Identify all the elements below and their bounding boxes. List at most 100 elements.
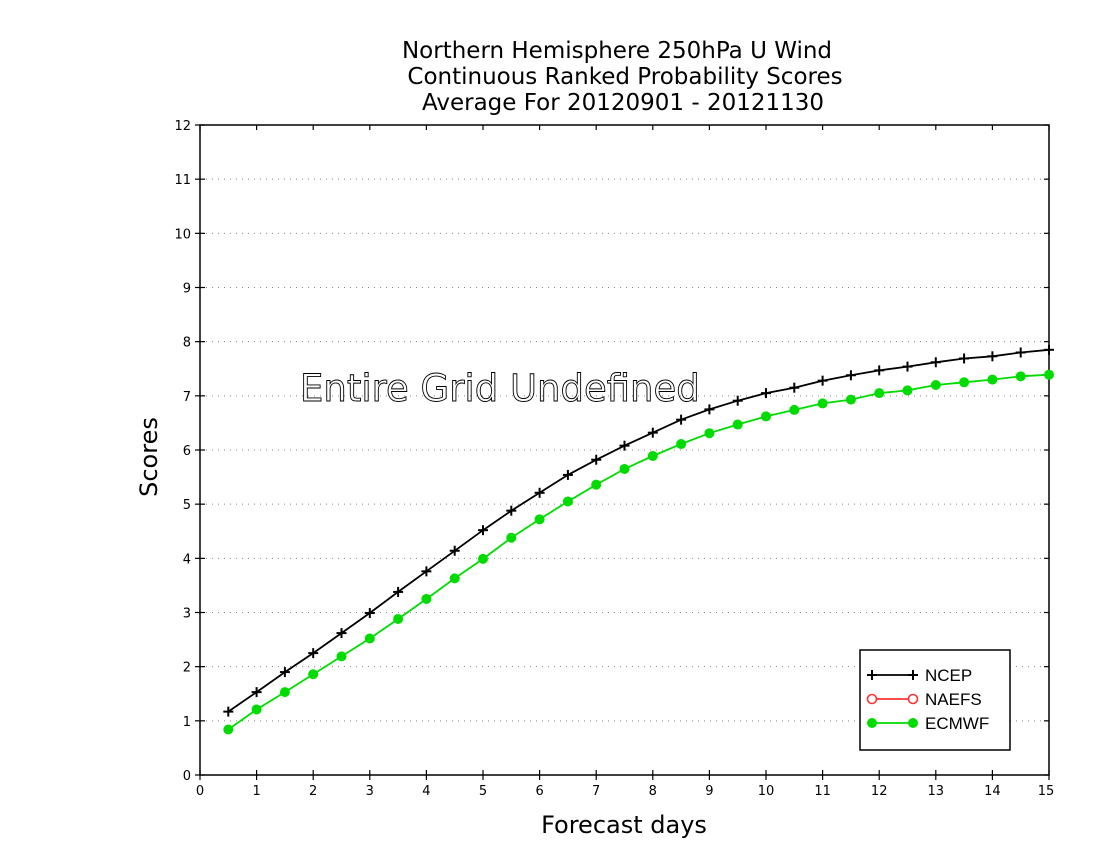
y-tick-label: 1 (183, 715, 191, 730)
legend-label-naefs: NAEFS (925, 690, 982, 709)
data-point-ecmwf (930, 380, 941, 390)
data-point-ecmwf (704, 428, 715, 439)
legend-label-ncep: NCEP (925, 666, 972, 685)
x-axis-title: Forecast days (541, 811, 707, 839)
series-ecmwf (223, 369, 1054, 735)
data-point-ecmwf (619, 463, 630, 474)
x-tick-label: 15 (1038, 784, 1055, 799)
data-point-ncep (874, 365, 885, 376)
y-axis-title: Scores (135, 417, 163, 497)
data-point-ncep (562, 469, 573, 480)
data-point-ncep (647, 427, 658, 438)
plot-frame (199, 124, 1050, 776)
data-point-ncep (478, 525, 488, 536)
y-tick-label: 0 (183, 769, 191, 784)
x-tick-label: 10 (758, 784, 775, 799)
legend-label-ecmwf: ECMWF (925, 714, 989, 733)
x-tick-label: 3 (366, 784, 374, 799)
x-tick-label: 4 (422, 784, 430, 799)
data-point-ncep (732, 395, 743, 406)
data-point-ecmwf (336, 651, 347, 662)
x-tick-label: 6 (535, 784, 543, 799)
x-tick-label: 14 (984, 784, 1001, 799)
data-point-ecmwf (251, 704, 262, 715)
data-point-ncep (789, 382, 800, 393)
data-point-ecmwf (817, 398, 828, 409)
data-point-ecmwf (449, 573, 460, 584)
data-point-ecmwf (562, 496, 573, 507)
x-tick-label: 12 (871, 784, 888, 799)
y-tick-label: 2 (183, 661, 191, 676)
x-tick-label: 8 (649, 784, 657, 799)
legend: NCEP NAEFS ECMWF (859, 649, 1011, 751)
data-point-ecmwf (393, 614, 404, 624)
data-point-ecmwf (987, 374, 998, 385)
legend-marker-naefs (907, 693, 919, 705)
data-point-ncep (364, 608, 375, 619)
y-tick-label: 11 (174, 173, 191, 188)
data-point-ecmwf (874, 388, 885, 399)
data-point-ecmwf (364, 633, 375, 644)
data-point-ncep (336, 628, 347, 639)
x-tick-label: 0 (196, 784, 204, 799)
data-point-ncep (959, 353, 970, 364)
data-point-ncep (506, 505, 517, 516)
x-tick-label: 5 (479, 784, 487, 799)
data-point-ncep (534, 487, 545, 498)
data-point-ecmwf (845, 394, 856, 405)
legend-marker-ecmwf (867, 718, 877, 728)
data-point-ecmwf (1015, 371, 1026, 382)
series (223, 344, 1054, 735)
data-point-ecmwf (1044, 369, 1054, 380)
y-tick-label: 7 (183, 390, 191, 405)
y-tick-label: 8 (183, 336, 191, 351)
legend-marker-ecmwf (908, 718, 918, 728)
y-tick-label: 4 (183, 552, 191, 567)
y-tick-label: 3 (183, 607, 191, 622)
chart-title-line-1: Northern Hemisphere 250hPa U Wind (402, 38, 832, 64)
x-tick-label: 13 (928, 784, 945, 799)
x-tick-label: 7 (592, 784, 600, 799)
legend-marker-ncep (867, 670, 877, 680)
x-tick-label: 11 (814, 784, 831, 799)
data-point-ncep (761, 388, 771, 399)
chart-title-line-3: Average For 20120901 - 20121130 (422, 90, 824, 116)
legend-marker-naefs (866, 693, 878, 705)
data-point-ecmwf (959, 377, 970, 388)
data-point-ncep (279, 667, 290, 678)
data-point-ncep (676, 414, 687, 425)
data-point-ncep (223, 706, 234, 717)
data-point-ecmwf (591, 479, 602, 490)
data-point-ecmwf (732, 419, 743, 430)
data-point-ecmwf (279, 687, 290, 698)
data-point-ncep (704, 404, 715, 415)
data-point-ecmwf (478, 553, 488, 564)
data-point-ncep (845, 370, 856, 381)
y-tick-label: 12 (174, 119, 191, 134)
data-point-ecmwf (308, 669, 319, 680)
data-point-ncep (817, 375, 828, 386)
data-point-ecmwf (789, 404, 800, 415)
legend-box (859, 649, 1011, 751)
data-point-ecmwf (223, 724, 234, 735)
data-point-ecmwf (647, 450, 658, 461)
data-point-ncep (1015, 347, 1026, 358)
data-point-ecmwf (534, 514, 545, 525)
data-point-ncep (619, 440, 630, 451)
data-point-ncep (930, 357, 941, 368)
y-tick-label: 10 (174, 227, 191, 242)
series-ncep (223, 344, 1054, 717)
data-point-ecmwf (902, 385, 913, 396)
y-tick-label: 9 (183, 282, 191, 297)
undefined-grid-annotation: Entire Grid Undefined (300, 367, 700, 410)
chart-title-line-2: Continuous Ranked Probability Scores (407, 64, 842, 90)
x-tick-label: 9 (705, 784, 713, 799)
data-point-ncep (449, 545, 460, 556)
data-point-ncep (1044, 344, 1054, 355)
data-point-ncep (251, 687, 262, 698)
legend-marker-ncep (908, 670, 918, 680)
x-tick-label: 2 (309, 784, 317, 799)
data-point-ncep (308, 648, 319, 659)
